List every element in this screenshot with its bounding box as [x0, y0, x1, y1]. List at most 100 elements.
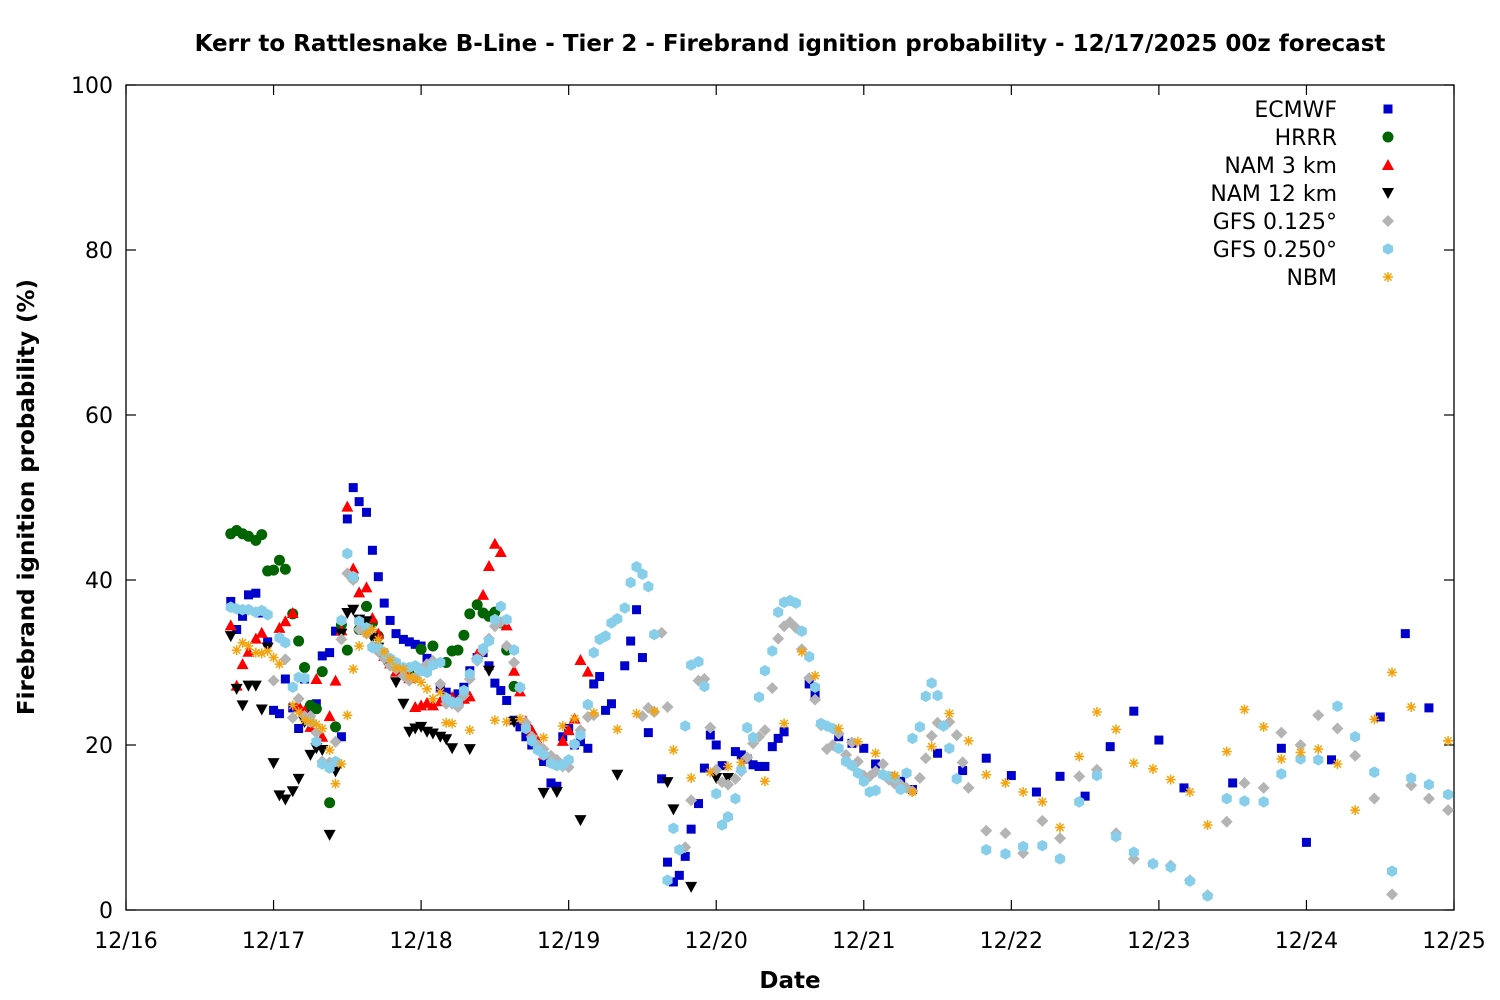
data-point	[256, 648, 267, 659]
data-point	[1055, 822, 1066, 833]
data-point	[1349, 749, 1362, 762]
legend-marker	[1382, 188, 1394, 199]
data-point	[310, 703, 322, 715]
data-point	[722, 773, 735, 784]
data-point	[279, 615, 292, 627]
data-point	[482, 559, 495, 571]
data-point	[331, 626, 341, 636]
data-point	[674, 844, 685, 856]
data-point	[1276, 768, 1287, 780]
data-point	[464, 725, 475, 736]
data-point	[489, 613, 500, 626]
data-point	[981, 753, 991, 763]
data-point	[341, 500, 354, 512]
data-point	[1055, 853, 1065, 865]
data-point	[1147, 763, 1158, 774]
data-point	[920, 690, 931, 703]
data-point	[422, 683, 433, 694]
data-point	[508, 716, 521, 728]
data-point	[447, 718, 458, 729]
data-point	[956, 756, 969, 769]
data-point	[1220, 815, 1233, 828]
data-point	[1184, 787, 1195, 798]
x-tick-label: 12/22	[980, 929, 1043, 954]
data-point	[926, 741, 937, 752]
data-point	[748, 760, 758, 770]
data-point	[269, 705, 279, 715]
data-point	[1400, 629, 1410, 639]
data-point	[550, 787, 563, 799]
data-point	[759, 665, 770, 677]
y-tick-label: 20	[85, 734, 113, 759]
data-point	[495, 600, 506, 613]
data-point	[999, 827, 1012, 840]
data-point	[268, 652, 279, 663]
data-point	[310, 673, 323, 684]
data-point	[236, 700, 249, 712]
data-point	[631, 561, 642, 573]
data-point	[354, 497, 364, 507]
data-point	[1369, 766, 1380, 778]
data-point	[508, 664, 521, 676]
y-tick-label: 0	[99, 899, 113, 924]
data-point	[1080, 791, 1090, 801]
data-point	[1313, 744, 1324, 755]
data-point	[391, 662, 402, 673]
data-point	[249, 680, 262, 692]
data-point	[730, 792, 741, 805]
data-point	[1000, 848, 1011, 860]
data-point	[833, 742, 844, 755]
data-point	[600, 630, 611, 642]
data-point	[426, 728, 439, 740]
data-point	[256, 529, 268, 541]
data-point	[944, 708, 955, 719]
y-axis-label: Firebrand ignition probability (%)	[14, 279, 40, 715]
data-point	[637, 653, 647, 663]
data-point	[685, 881, 698, 893]
data-point	[694, 799, 704, 809]
data-point	[779, 727, 789, 737]
data-point	[520, 722, 531, 735]
data-point	[415, 721, 428, 733]
data-point	[1184, 875, 1195, 887]
data-point	[294, 724, 304, 733]
data-point	[330, 778, 341, 789]
data-point	[847, 759, 857, 772]
data-point	[958, 766, 968, 776]
data-point	[453, 696, 463, 708]
data-point	[385, 615, 395, 625]
data-point	[649, 706, 660, 717]
data-point	[243, 590, 253, 600]
data-point	[287, 700, 298, 711]
data-point	[963, 735, 974, 746]
y-tick-label: 60	[85, 404, 113, 429]
data-point	[620, 661, 630, 671]
data-point	[730, 747, 740, 757]
data-point	[705, 767, 716, 778]
data-point	[255, 704, 268, 716]
data-point	[1239, 795, 1250, 807]
data-point	[962, 781, 975, 794]
data-point	[422, 666, 432, 679]
data-point	[569, 713, 580, 724]
data-point	[950, 729, 963, 742]
data-point	[435, 656, 446, 669]
data-point	[810, 670, 821, 681]
data-point	[1424, 703, 1434, 713]
data-point	[367, 624, 378, 635]
data-point	[981, 844, 992, 856]
data-point	[329, 674, 342, 686]
axis-ticks: 12/16 12/17 12/18 12/19 12/20 12/21 12/22 12/23…	[71, 74, 1486, 954]
data-point	[575, 737, 585, 747]
data-point	[273, 554, 285, 566]
data-point	[773, 733, 783, 743]
data-point	[472, 653, 483, 665]
data-point	[1179, 783, 1189, 793]
data-point	[237, 637, 248, 648]
data-point	[410, 674, 421, 684]
data-point	[373, 634, 384, 645]
data-point	[385, 655, 396, 666]
data-point	[796, 625, 807, 637]
data-point	[1148, 858, 1158, 870]
data-point	[723, 811, 733, 823]
